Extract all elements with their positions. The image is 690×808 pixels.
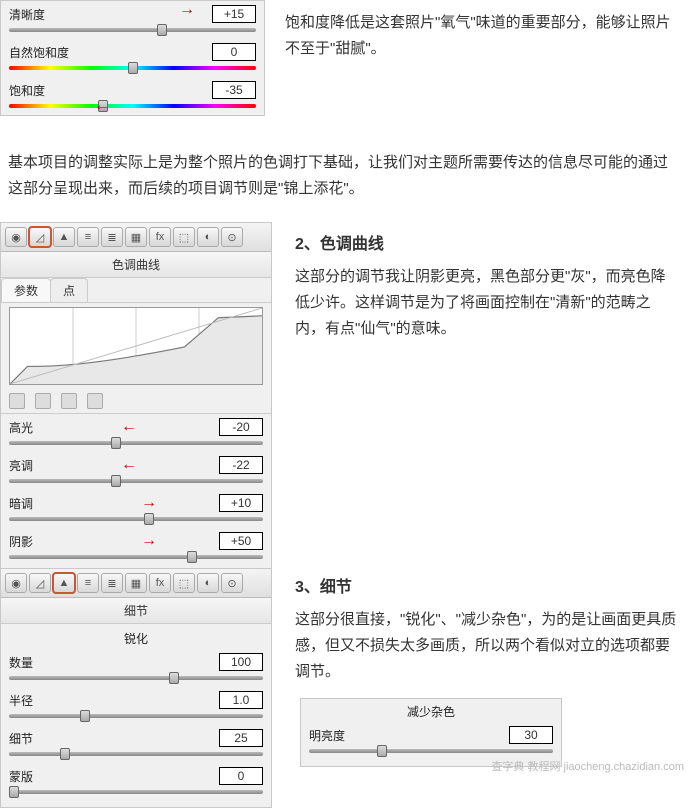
subheading-noise: 减少杂色	[301, 699, 561, 722]
tool-6[interactable]: ▦	[125, 227, 147, 247]
slider-amount[interactable]	[9, 671, 263, 685]
row-highlights: 高光 -20	[1, 414, 271, 436]
label-highlights: 高光	[9, 419, 71, 436]
label-clarity: 清晰度	[9, 6, 71, 23]
value-highlights[interactable]: -20	[219, 418, 263, 436]
section-2-title: 2、色调曲线	[295, 232, 680, 258]
tab-point[interactable]: 点	[50, 278, 88, 302]
curve-picker-icon[interactable]	[9, 393, 25, 409]
slider-clarity[interactable]: →	[9, 23, 256, 37]
tabs-tone-curve: 参数 点	[1, 278, 271, 303]
row-clarity: 清晰度 +15	[1, 1, 264, 23]
slider-masking[interactable]	[9, 785, 263, 799]
slider-highlights[interactable]: ←	[9, 436, 263, 450]
row-vibrance: 自然饱和度 0	[1, 39, 264, 61]
section-3-text: 这部分很直接，"锐化"、"减少杂色"，为的是让画面更具质感，但又不损失太多画质，…	[295, 607, 680, 685]
curve-region-3[interactable]	[87, 393, 103, 409]
tool-10[interactable]: ⊙	[221, 227, 243, 247]
label-vibrance: 自然饱和度	[9, 44, 71, 61]
row-luminance: 明亮度 30	[301, 722, 561, 744]
dtool-8[interactable]: ⬚	[173, 573, 195, 593]
section-3-title: 3、细节	[295, 575, 680, 601]
label-saturation: 饱和度	[9, 82, 71, 99]
label-amount: 数量	[9, 654, 61, 671]
row-shadows: 阴影 +50	[1, 528, 271, 550]
tool-3[interactable]: ▲	[53, 227, 75, 247]
slider-vibrance[interactable]	[9, 61, 256, 75]
slider-saturation[interactable]: ←	[9, 99, 256, 113]
label-masking: 蒙版	[9, 768, 61, 785]
row-amount: 数量 100	[1, 649, 271, 671]
row-radius: 半径 1.0	[1, 687, 271, 709]
row-darks: 暗调 +10	[1, 490, 271, 512]
section-2: 2、色调曲线 这部分的调节我让阴影更亮，黑色部分更"灰"，而亮色降低少许。这样调…	[295, 232, 680, 342]
dtool-detail-icon[interactable]: ▲	[53, 573, 75, 593]
panel-tone-curve: ◉ ◿ ▲ ≡ ≣ ▦ fx ⬚ ◐ ⊙ 色调曲线 参数 点 高光 -2	[0, 222, 272, 573]
curve-region-icons	[1, 389, 271, 414]
toolbar-tone-curve: ◉ ◿ ▲ ≡ ≣ ▦ fx ⬚ ◐ ⊙	[1, 223, 271, 252]
value-clarity[interactable]: +15	[212, 5, 256, 23]
value-masking[interactable]: 0	[219, 767, 263, 785]
value-amount[interactable]: 100	[219, 653, 263, 671]
slider-detail[interactable]	[9, 747, 263, 761]
row-saturation: 饱和度 -35	[1, 77, 264, 99]
panel-detail: ◉ ◿ ▲ ≡ ≣ ▦ fx ⬚ ◐ ⊙ 细节 锐化 数量 100 半径 1.0…	[0, 568, 272, 808]
value-shadows[interactable]: +50	[219, 532, 263, 550]
slider-radius[interactable]	[9, 709, 263, 723]
dtool-7[interactable]: fx	[149, 573, 171, 593]
row-lights: 亮调 -22	[1, 452, 271, 474]
dtool-6[interactable]: ▦	[125, 573, 147, 593]
subheading-sharpen: 锐化	[1, 624, 271, 649]
slider-darks[interactable]: →	[9, 512, 263, 526]
tool-tone-curve-icon[interactable]: ◿	[29, 227, 51, 247]
label-radius: 半径	[9, 692, 61, 709]
label-detail: 细节	[9, 730, 61, 747]
value-saturation[interactable]: -35	[212, 81, 256, 99]
tab-parametric[interactable]: 参数	[1, 278, 51, 302]
paragraph-basic-summary: 基本项目的调整实际上是为整个照片的色调打下基础，让我们对主题所需要传达的信息尽可…	[8, 150, 673, 202]
tone-sliders: 高光 -20 ← 亮调 -22 ← 暗调 +10 → 阴影 +50 →	[1, 414, 271, 564]
row-masking: 蒙版 0	[1, 763, 271, 785]
slider-lights[interactable]: ←	[9, 474, 263, 488]
dtool-1[interactable]: ◉	[5, 573, 27, 593]
toolbar-detail: ◉ ◿ ▲ ≡ ≣ ▦ fx ⬚ ◐ ⊙	[1, 569, 271, 598]
panel-basic: 清晰度 +15 → 自然饱和度 0 饱和度 -35 ←	[0, 0, 265, 116]
slider-luminance[interactable]	[309, 744, 553, 758]
curve-region-1[interactable]	[35, 393, 51, 409]
value-radius[interactable]: 1.0	[219, 691, 263, 709]
tool-9[interactable]: ◐	[197, 227, 219, 247]
section-2-text: 这部分的调节我让阴影更亮，黑色部分更"灰"，而亮色降低少许。这样调节是为了将画面…	[295, 264, 680, 342]
section-3: 3、细节 这部分很直接，"锐化"、"减少杂色"，为的是让画面更具质感，但又不损失…	[295, 575, 680, 685]
row-detail: 细节 25	[1, 725, 271, 747]
value-luminance[interactable]: 30	[509, 726, 553, 744]
tool-4[interactable]: ≡	[77, 227, 99, 247]
dtool-5[interactable]: ≣	[101, 573, 123, 593]
curve-region-2[interactable]	[61, 393, 77, 409]
label-lights: 亮调	[9, 457, 71, 474]
label-darks: 暗调	[9, 495, 71, 512]
watermark: 查字典 教程网 jiaocheng.chazidian.com	[491, 758, 684, 774]
paragraph-saturation-note: 饱和度降低是这套照片"氧气"味道的重要部分，能够让照片不至于"甜腻"。	[285, 10, 680, 62]
dtool-9[interactable]: ◐	[197, 573, 219, 593]
value-darks[interactable]: +10	[219, 494, 263, 512]
panel-title-tone-curve: 色调曲线	[1, 252, 271, 278]
tool-7[interactable]: fx	[149, 227, 171, 247]
slider-shadows[interactable]: →	[9, 550, 263, 564]
label-luminance: 明亮度	[309, 727, 371, 744]
dtool-2[interactable]: ◿	[29, 573, 51, 593]
tool-8[interactable]: ⬚	[173, 227, 195, 247]
dtool-10[interactable]: ⊙	[221, 573, 243, 593]
dtool-4[interactable]: ≡	[77, 573, 99, 593]
value-detail[interactable]: 25	[219, 729, 263, 747]
value-vibrance[interactable]: 0	[212, 43, 256, 61]
tool-5[interactable]: ≣	[101, 227, 123, 247]
panel-noise-reduction: 减少杂色 明亮度 30	[300, 698, 562, 767]
tone-curve-graph[interactable]	[9, 307, 263, 385]
label-shadows: 阴影	[9, 533, 71, 550]
value-lights[interactable]: -22	[219, 456, 263, 474]
panel-title-detail: 细节	[1, 598, 271, 624]
tool-1[interactable]: ◉	[5, 227, 27, 247]
